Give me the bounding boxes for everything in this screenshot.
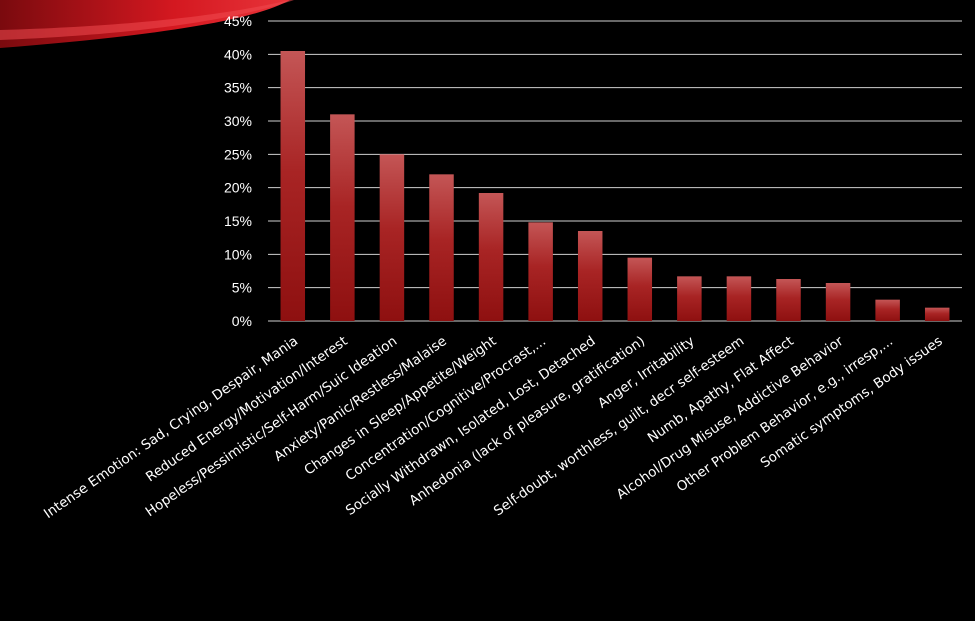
bar <box>577 231 603 321</box>
y-tick-label: 10% <box>224 246 252 262</box>
x-category-label: Alcohol/Drug Misuse, Addictive Behavior <box>614 333 847 503</box>
y-tick-label: 35% <box>224 80 252 96</box>
y-tick-label: 45% <box>224 13 252 29</box>
bar <box>379 154 405 321</box>
bar <box>726 276 752 321</box>
bar <box>478 193 504 321</box>
bar <box>924 307 950 321</box>
bar <box>429 174 454 321</box>
y-tick-label: 30% <box>224 113 252 129</box>
bar <box>627 257 653 321</box>
y-tick-label: 25% <box>224 146 252 162</box>
bar <box>875 299 900 321</box>
y-tick-label: 20% <box>224 180 252 196</box>
y-tick-label: 40% <box>224 46 252 62</box>
bar <box>776 279 801 321</box>
bar <box>330 114 355 321</box>
bar <box>280 51 306 321</box>
y-tick-label: 5% <box>232 280 252 296</box>
decorative-swoosh-highlight <box>0 0 294 40</box>
bar <box>677 276 702 321</box>
bar <box>528 222 553 321</box>
bar <box>825 283 851 321</box>
y-tick-label: 15% <box>224 213 252 229</box>
y-tick-label: 0% <box>232 313 252 329</box>
